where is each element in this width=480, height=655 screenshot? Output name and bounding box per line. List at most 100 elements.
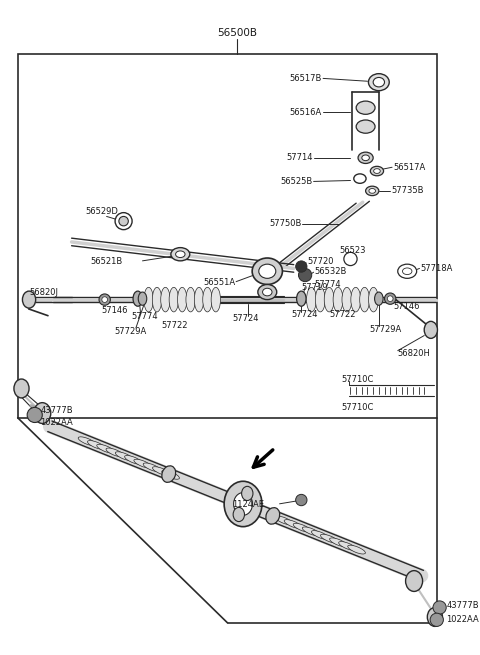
Ellipse shape bbox=[315, 288, 325, 312]
Ellipse shape bbox=[373, 169, 380, 174]
Ellipse shape bbox=[87, 441, 105, 449]
Ellipse shape bbox=[427, 607, 443, 626]
Ellipse shape bbox=[330, 538, 347, 547]
Ellipse shape bbox=[424, 322, 437, 339]
Text: 56532B: 56532B bbox=[314, 267, 347, 276]
Ellipse shape bbox=[275, 516, 293, 525]
Ellipse shape bbox=[97, 444, 114, 453]
Circle shape bbox=[102, 297, 108, 303]
Text: 57729A: 57729A bbox=[114, 328, 146, 336]
Ellipse shape bbox=[162, 466, 176, 482]
Ellipse shape bbox=[203, 288, 212, 312]
Ellipse shape bbox=[263, 288, 272, 296]
Ellipse shape bbox=[259, 264, 276, 278]
Text: 56820J: 56820J bbox=[29, 288, 58, 297]
Text: 57774: 57774 bbox=[314, 280, 341, 289]
Text: 57724: 57724 bbox=[292, 310, 318, 319]
Ellipse shape bbox=[143, 463, 161, 472]
Ellipse shape bbox=[161, 288, 170, 312]
Ellipse shape bbox=[252, 258, 282, 284]
Ellipse shape bbox=[406, 571, 422, 591]
Text: 57146: 57146 bbox=[101, 307, 127, 316]
Ellipse shape bbox=[153, 467, 170, 476]
Ellipse shape bbox=[115, 452, 133, 460]
Ellipse shape bbox=[186, 288, 195, 312]
Ellipse shape bbox=[133, 291, 143, 307]
Bar bbox=[18, 54, 437, 418]
Circle shape bbox=[430, 613, 444, 626]
Ellipse shape bbox=[106, 448, 124, 457]
Ellipse shape bbox=[342, 288, 352, 312]
Text: 57750B: 57750B bbox=[269, 219, 301, 229]
Ellipse shape bbox=[312, 531, 329, 540]
Ellipse shape bbox=[356, 101, 375, 115]
Ellipse shape bbox=[78, 437, 96, 445]
Text: 56500B: 56500B bbox=[217, 28, 257, 38]
Ellipse shape bbox=[34, 403, 51, 423]
Text: 1022AA: 1022AA bbox=[40, 418, 73, 427]
Circle shape bbox=[344, 252, 357, 265]
Circle shape bbox=[299, 269, 312, 282]
Ellipse shape bbox=[356, 120, 375, 133]
Text: 1022AA: 1022AA bbox=[446, 615, 479, 624]
Ellipse shape bbox=[284, 519, 302, 529]
Ellipse shape bbox=[354, 174, 366, 183]
Circle shape bbox=[296, 261, 307, 272]
Ellipse shape bbox=[171, 248, 190, 261]
Text: 56523: 56523 bbox=[339, 246, 366, 255]
Ellipse shape bbox=[351, 288, 360, 312]
Ellipse shape bbox=[362, 155, 370, 160]
Text: 57722: 57722 bbox=[330, 310, 356, 319]
Ellipse shape bbox=[266, 508, 280, 524]
Ellipse shape bbox=[307, 288, 316, 312]
Ellipse shape bbox=[360, 288, 370, 312]
Ellipse shape bbox=[269, 267, 280, 274]
Ellipse shape bbox=[234, 493, 252, 515]
Ellipse shape bbox=[321, 534, 338, 543]
Ellipse shape bbox=[293, 523, 311, 532]
Ellipse shape bbox=[297, 291, 306, 307]
Ellipse shape bbox=[23, 291, 36, 308]
Ellipse shape bbox=[371, 166, 384, 176]
Text: 43777B: 43777B bbox=[40, 405, 73, 415]
Circle shape bbox=[433, 601, 446, 614]
Text: 56551A: 56551A bbox=[203, 278, 235, 287]
Text: 56521B: 56521B bbox=[91, 257, 123, 267]
Text: 57710C: 57710C bbox=[341, 403, 373, 412]
Text: 57718A: 57718A bbox=[420, 264, 453, 273]
Ellipse shape bbox=[369, 288, 378, 312]
Circle shape bbox=[387, 296, 393, 301]
Circle shape bbox=[99, 294, 110, 305]
Ellipse shape bbox=[302, 527, 320, 536]
Text: 57720: 57720 bbox=[307, 257, 334, 267]
Ellipse shape bbox=[398, 264, 417, 278]
Text: 57146: 57146 bbox=[393, 302, 420, 310]
Ellipse shape bbox=[125, 455, 142, 464]
Ellipse shape bbox=[369, 189, 375, 193]
Text: 56525B: 56525B bbox=[280, 177, 312, 186]
Circle shape bbox=[27, 407, 42, 422]
Ellipse shape bbox=[14, 379, 29, 398]
Text: 56529D: 56529D bbox=[86, 207, 119, 216]
Ellipse shape bbox=[258, 284, 277, 299]
Text: 56820H: 56820H bbox=[398, 349, 431, 358]
Ellipse shape bbox=[373, 77, 384, 87]
Ellipse shape bbox=[324, 288, 334, 312]
Circle shape bbox=[384, 293, 396, 305]
Ellipse shape bbox=[176, 251, 185, 257]
Text: 57719: 57719 bbox=[301, 283, 328, 292]
Circle shape bbox=[296, 495, 307, 506]
Ellipse shape bbox=[374, 292, 383, 305]
Text: 57774: 57774 bbox=[131, 312, 158, 321]
Ellipse shape bbox=[162, 470, 180, 479]
Text: 57714: 57714 bbox=[286, 153, 312, 162]
Ellipse shape bbox=[402, 268, 412, 274]
Ellipse shape bbox=[138, 292, 147, 305]
Ellipse shape bbox=[152, 288, 162, 312]
Ellipse shape bbox=[241, 487, 253, 500]
Ellipse shape bbox=[178, 288, 187, 312]
Ellipse shape bbox=[144, 288, 153, 312]
Ellipse shape bbox=[348, 545, 365, 554]
Ellipse shape bbox=[224, 481, 262, 527]
Ellipse shape bbox=[358, 152, 373, 164]
